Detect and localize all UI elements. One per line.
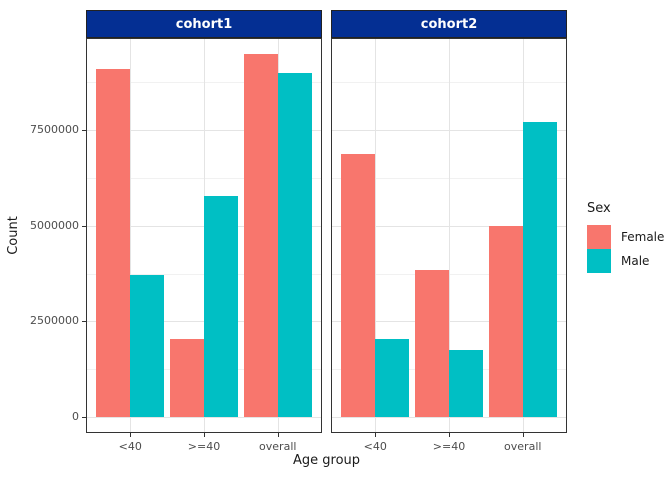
legend-entry-label: Female [621,230,665,244]
x-tick-mark [522,433,524,437]
bar-female->=40 [170,338,204,417]
legend-entry-female: Female [587,225,664,249]
bar-female->=40 [415,269,449,417]
bar-male-<40 [375,338,410,417]
legend-items: Female Male [587,225,664,273]
x-tick-label: overall [504,440,542,453]
y-tick-label: 0 [72,410,79,423]
x-tick-mark [277,433,279,437]
y-tick-label: 2500000 [30,314,79,328]
bar-male->=40 [204,196,238,417]
y-tick-mark [82,225,86,227]
legend-entry-label: Male [621,254,650,268]
bar-female-<40 [96,69,131,417]
bar-male-overall [277,72,312,417]
x-tick-mark [204,433,205,437]
y-tick-label: 5000000 [30,218,79,232]
legend-swatch-male [587,249,611,273]
x-tick-mark [130,433,132,437]
y-tick-mark [82,130,86,132]
y-tick-label: 7500000 [30,123,79,137]
x-tick-mark [375,433,377,437]
y-tick-mark [82,321,86,323]
x-axis-title: Age group [292,453,361,468]
bar-male->=40 [449,349,483,417]
legend-title: Sex [587,201,611,216]
gridline-major-vertical [130,39,132,432]
legend-swatch-female [587,225,611,249]
legend-entry-male: Male [587,249,664,273]
x-tick-label: >=40 [187,440,221,453]
x-tick-label: >=40 [432,440,466,453]
gridline-major-vertical [375,39,377,432]
x-tick-label: <40 [118,440,142,453]
x-tick-mark [449,433,450,437]
x-tick-label: <40 [363,440,387,453]
gridline-major-vertical [449,39,450,432]
legend: Sex Female Male [587,201,664,273]
bar-female-overall [243,53,278,417]
panel [331,38,567,433]
bar-male-<40 [130,274,165,417]
bar-male-overall [522,121,557,417]
bar-female-overall [488,225,523,417]
bar-female-<40 [341,154,376,417]
facet-strip: cohort1 [86,10,322,38]
y-tick-mark [82,417,86,418]
panel [86,38,322,433]
facet-strip: cohort2 [331,10,567,38]
x-tick-label: overall [259,440,297,453]
